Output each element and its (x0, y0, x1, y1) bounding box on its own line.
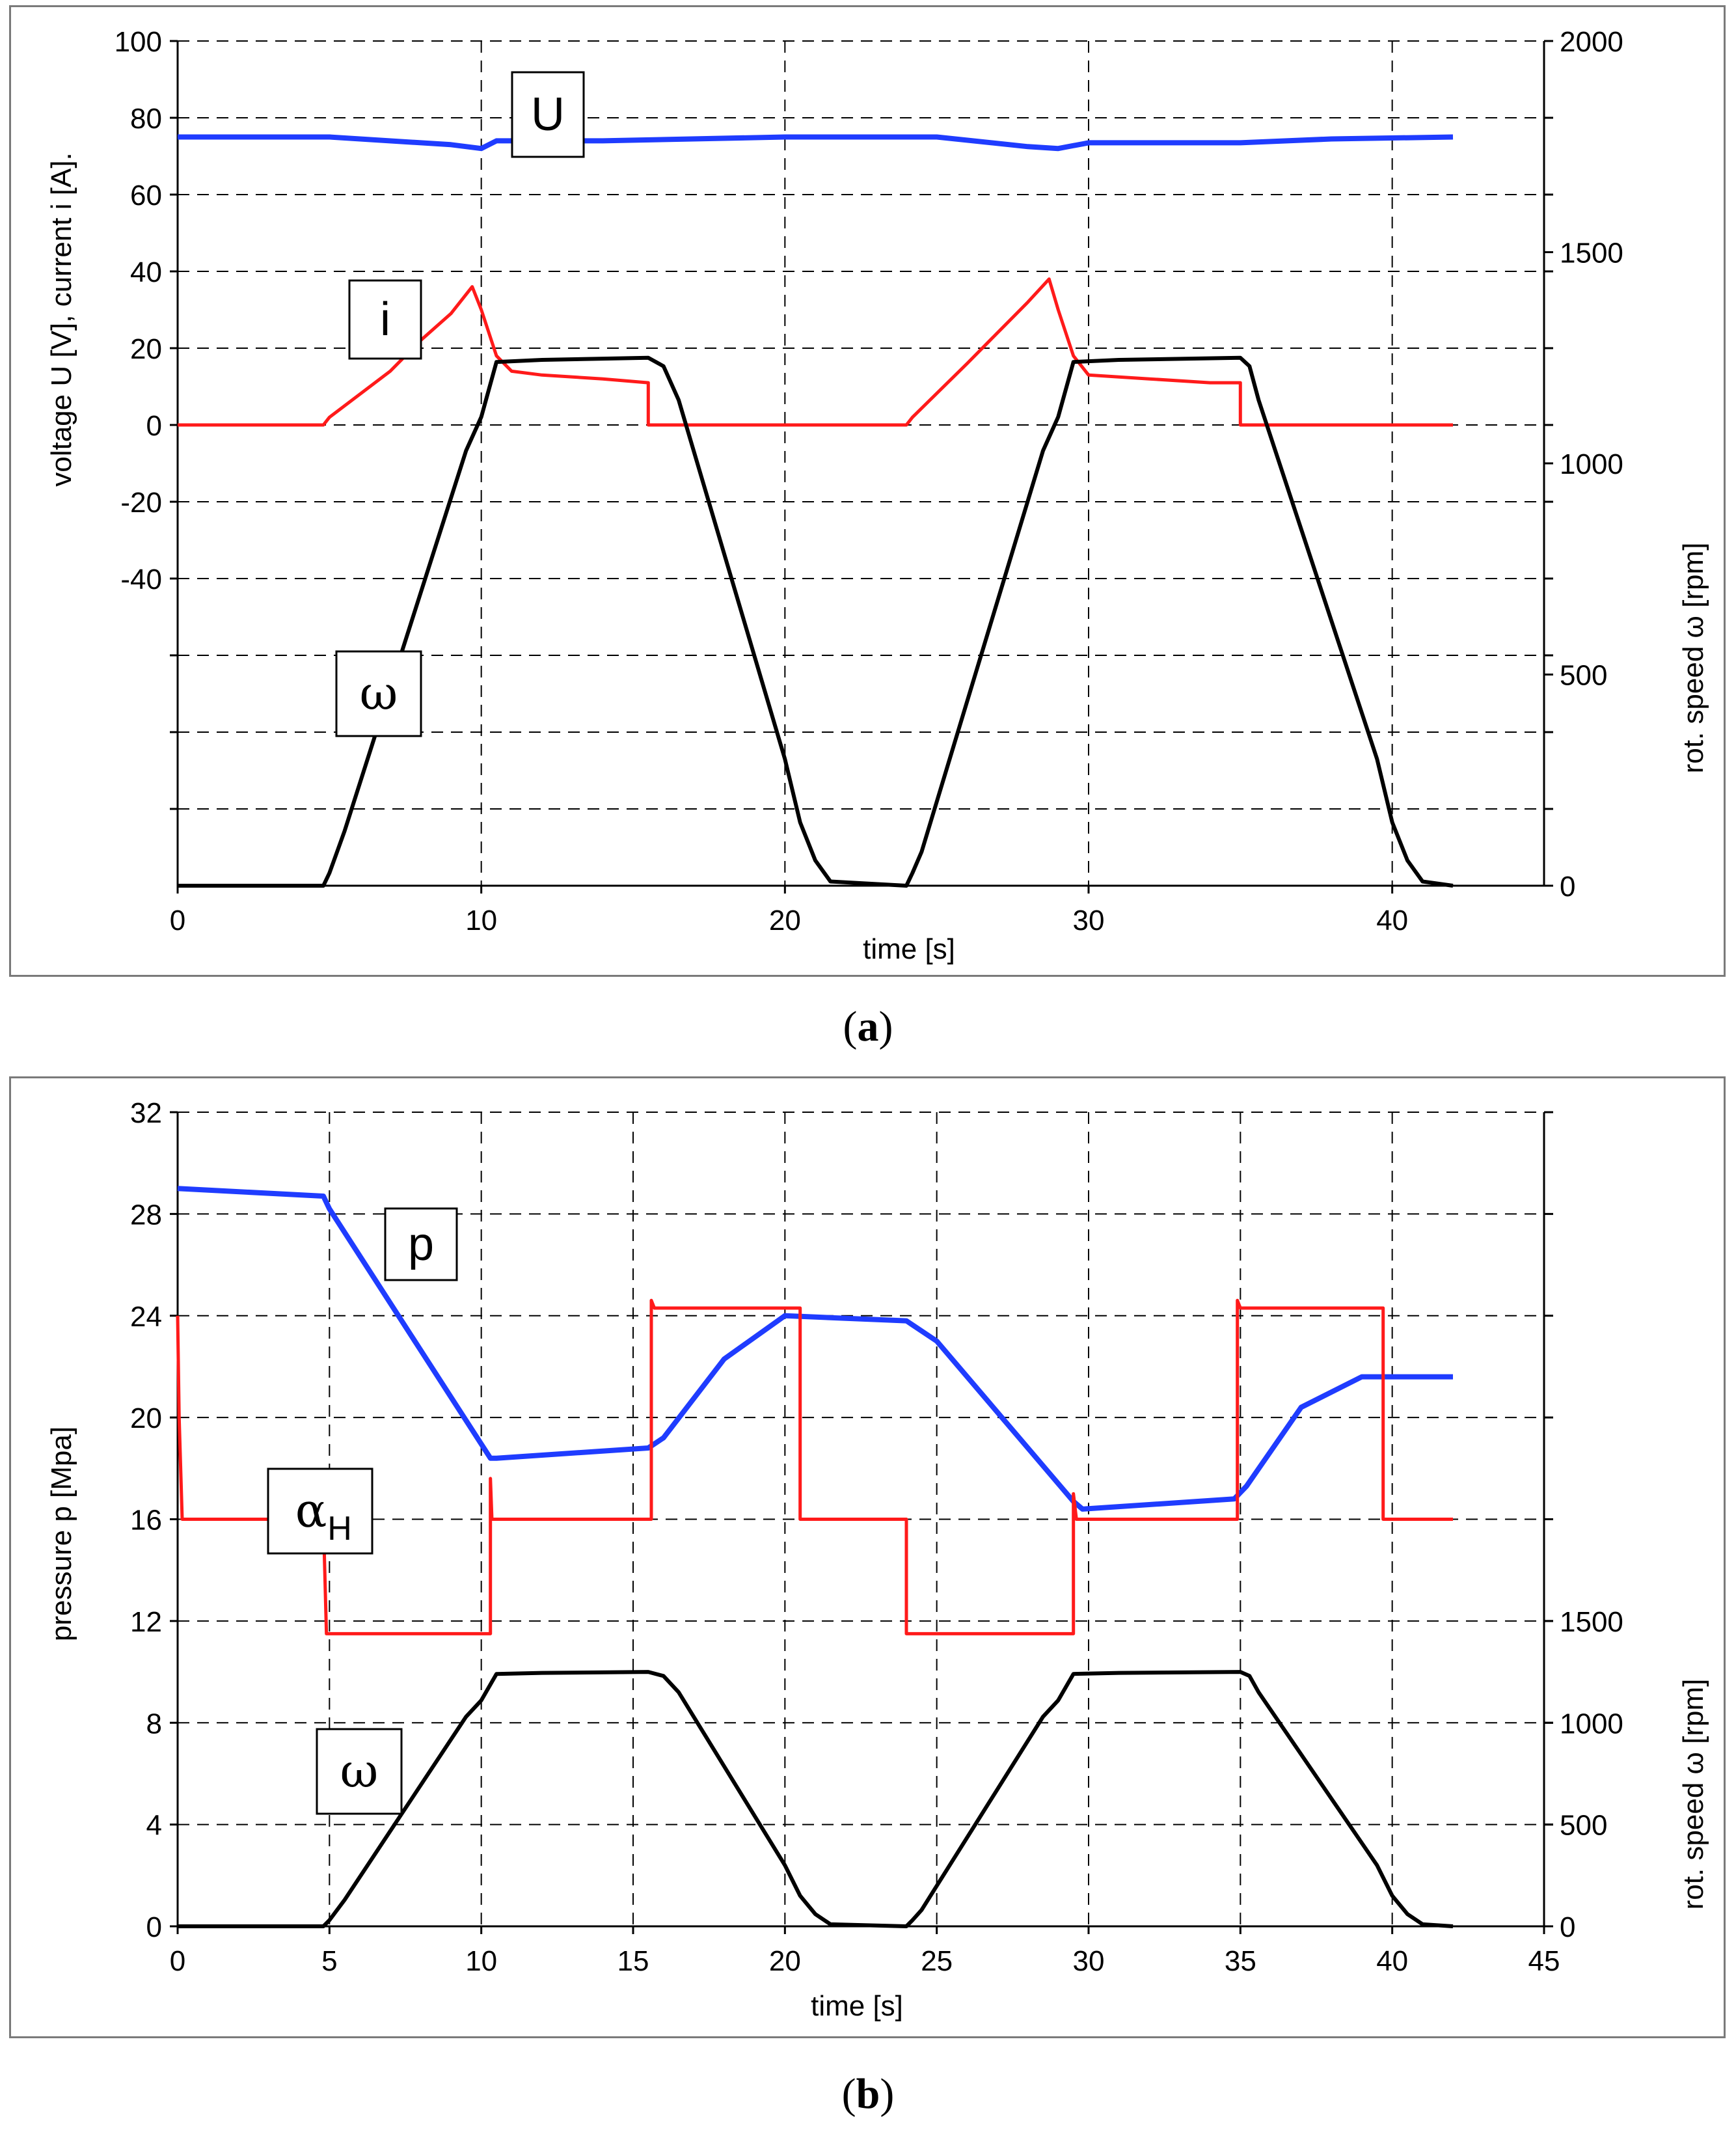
series-label-ω: ω (316, 1728, 403, 1815)
y-tick-label: 0 (146, 1911, 162, 1943)
y2-tick-label: 0 (1560, 1911, 1575, 1943)
x-tick-label: 40 (1376, 1945, 1408, 1977)
caption-a: (a) (843, 1003, 893, 1050)
y-tick-label: 4 (146, 1810, 162, 1842)
series-p-line (177, 1186, 1453, 1512)
x-tick-label: 20 (769, 1945, 801, 1977)
x-tick-label: 30 (1073, 1945, 1105, 1977)
chart-a-svg: 100 80 60 40 20 0 -20 -40 2000 1500 1000 500 0 0 10 20 3… (46, 26, 1709, 965)
series-label-ω: ω (335, 650, 422, 737)
y-tick-label: 80 (130, 103, 162, 135)
series-label-text: α (295, 1483, 327, 1538)
y2-tick-label: 1000 (1560, 448, 1623, 480)
chart-a-group: 100 80 60 40 20 0 -20 -40 2000 1500 1000 500 0 0 10 20 3… (46, 26, 1709, 965)
series-i-line (178, 277, 1453, 427)
y2-tick-label: 500 (1560, 660, 1607, 692)
y-tick-label: 0 (146, 410, 162, 442)
y-tick-label: 100 (115, 26, 162, 58)
y2-tick-label: 1000 (1560, 1708, 1623, 1740)
series-label-U: U (511, 71, 585, 158)
series-label-subscript: H (327, 1510, 352, 1548)
series-label-box (267, 1468, 373, 1555)
x-axis-title: time [s] (863, 933, 955, 965)
series-label-box (384, 1207, 458, 1281)
series-label-box (348, 279, 422, 360)
caption-b: (b) (841, 2070, 895, 2118)
caption-b-letter: b (856, 2070, 880, 2118)
series-label-box (335, 650, 422, 737)
y-tick-label: 24 (130, 1301, 162, 1333)
x-tick-label: 15 (617, 1945, 649, 1977)
y2-tick-label: 1500 (1560, 238, 1623, 269)
series-label-box (511, 71, 585, 158)
chart-panel-b: 32 28 24 20 16 12 8 4 0 1500 1000 500 0 0 5 10 15 20 25 30 3… (9, 1076, 1726, 2038)
y2-tick-label: 0 (1560, 871, 1575, 903)
x-tick-label: 5 (321, 1945, 337, 1977)
series-label-text: ω (360, 666, 398, 720)
y2-tick-label: 2000 (1560, 26, 1623, 58)
y-tick-label: -40 (120, 564, 162, 595)
series-ω-line (178, 1670, 1454, 1928)
series-label-i: i (348, 279, 422, 360)
x-tick-label: 25 (921, 1945, 953, 1977)
series-U-line (178, 134, 1454, 152)
y-tick-label: 60 (130, 180, 162, 212)
y2-axis-title: rot. speed ω [rpm] (1677, 543, 1709, 774)
x-tick-label: 35 (1225, 1945, 1256, 1977)
chart-panel-a: 100 80 60 40 20 0 -20 -40 2000 1500 1000 500 0 0 10 20 3… (9, 5, 1726, 977)
x-tick-label: 20 (769, 905, 801, 936)
y-tick-label: 20 (130, 333, 162, 365)
y-tick-label: 40 (130, 256, 162, 288)
y-tick-label: 32 (130, 1097, 162, 1129)
series-label-text: U (531, 89, 565, 141)
x-tick-label: 0 (170, 905, 185, 936)
y2-axis-title: rot. speed ω [rpm] (1677, 1679, 1709, 1910)
x-tick-label: 10 (465, 1945, 497, 1977)
series-label-text: i (380, 294, 390, 346)
x-tick-label: 45 (1528, 1945, 1560, 1977)
x-tick-label: 40 (1376, 905, 1408, 936)
y-tick-label: 8 (146, 1708, 162, 1740)
y-tick-label: 16 (130, 1505, 162, 1536)
x-axis-title: time [s] (811, 1990, 903, 2022)
y2-tick-label: 500 (1560, 1810, 1607, 1842)
series-label-p: p (384, 1207, 458, 1281)
y-tick-label: 20 (130, 1402, 162, 1434)
caption-a-letter: a (857, 1003, 879, 1050)
x-tick-label: 0 (170, 1945, 185, 1977)
y-tick-label: 12 (130, 1606, 162, 1638)
y-axis-title: voltage U [V], current i [A]. (46, 152, 77, 487)
y2-tick-label: 1500 (1560, 1606, 1623, 1638)
x-tick-label: 10 (465, 905, 497, 936)
series-label-box (316, 1728, 403, 1815)
series-label-text: ω (340, 1743, 379, 1798)
series-αH-line (176, 1298, 1453, 1635)
y-tick-label: 28 (130, 1199, 162, 1231)
y-axis-title: pressure p [Mpa] (46, 1427, 77, 1641)
series-ω-line (178, 355, 1454, 888)
y-tick-label: -20 (120, 487, 162, 519)
series-label-text: p (408, 1218, 434, 1270)
x-tick-label: 30 (1073, 905, 1105, 936)
